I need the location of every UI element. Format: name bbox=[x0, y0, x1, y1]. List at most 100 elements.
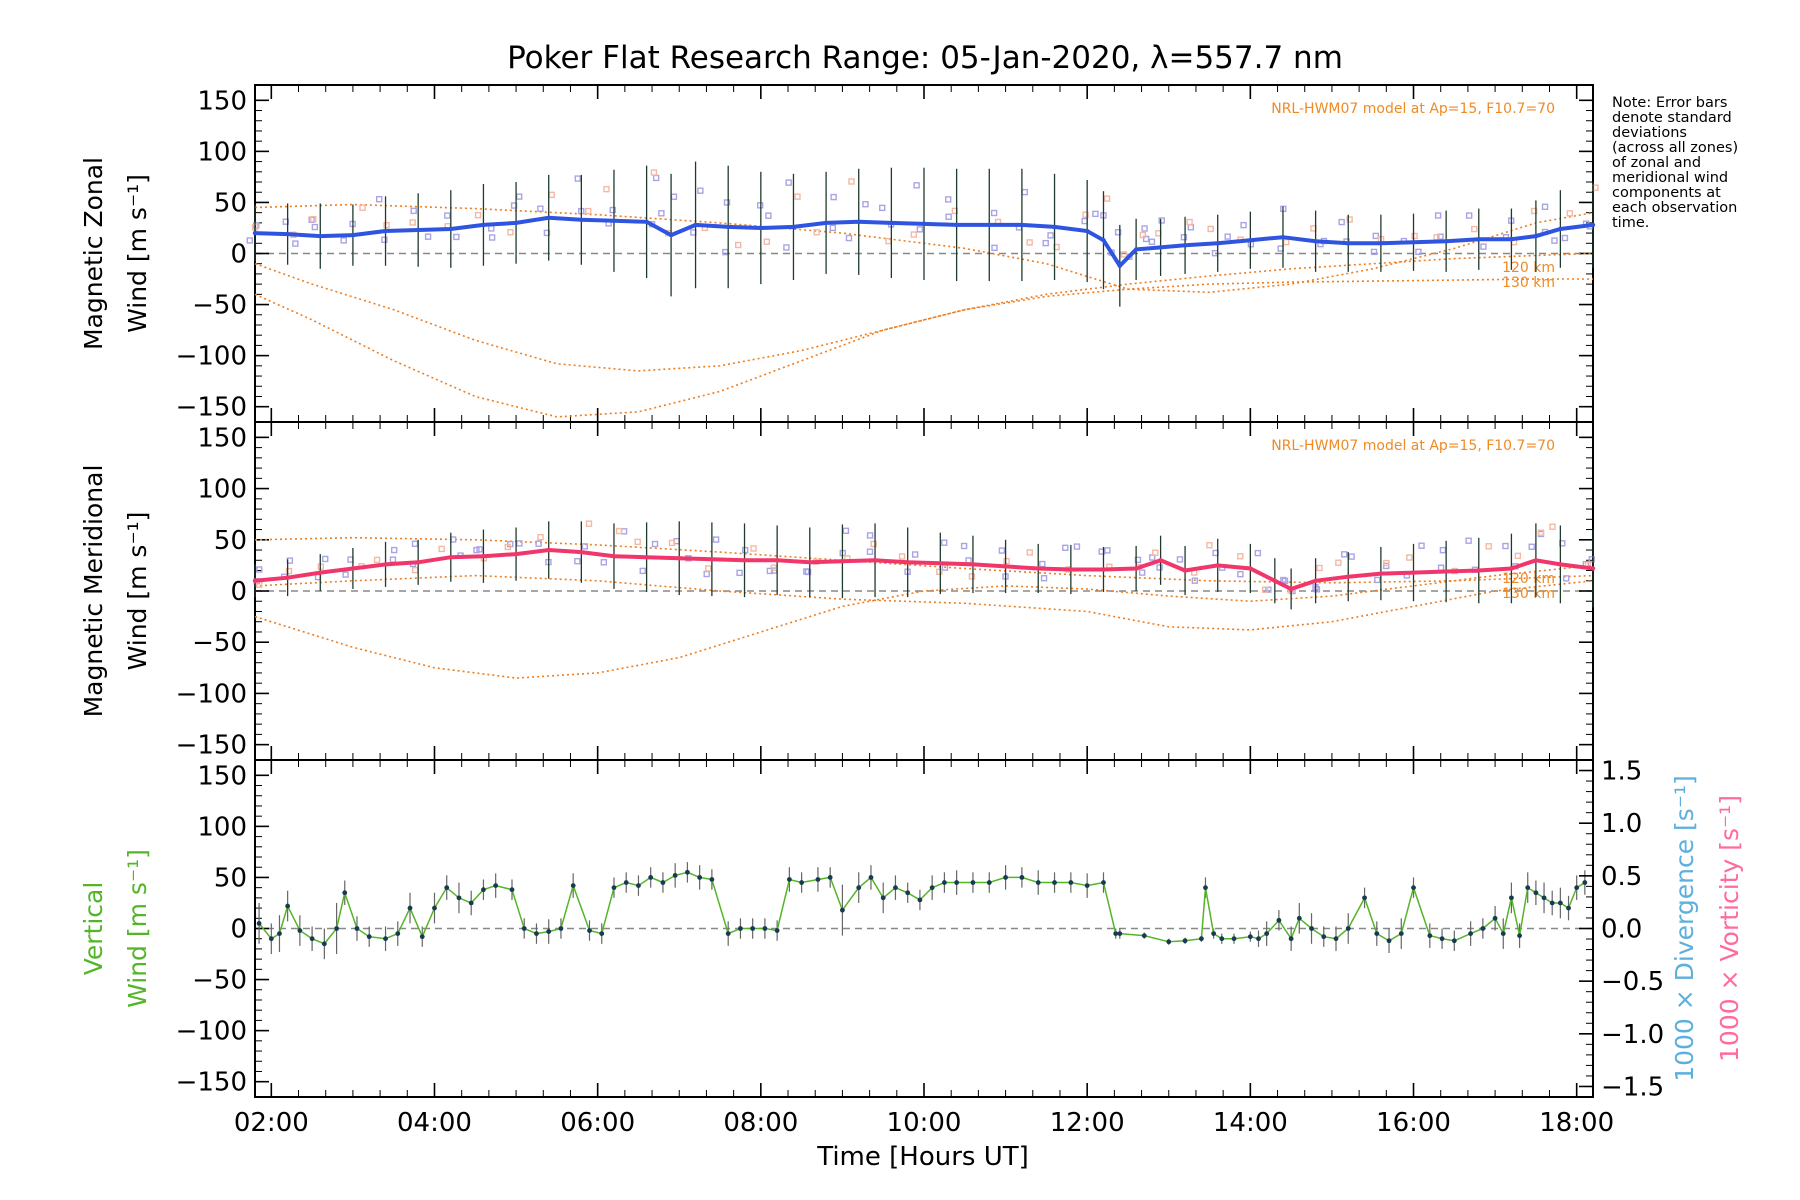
zone-marker bbox=[342, 571, 349, 578]
zone-marker bbox=[246, 237, 253, 244]
zone-marker bbox=[652, 174, 660, 182]
data-point bbox=[481, 553, 486, 559]
data-point bbox=[1256, 936, 1261, 942]
data-point bbox=[546, 547, 551, 553]
zone-marker bbox=[1551, 237, 1558, 244]
data-point bbox=[644, 219, 649, 225]
data-point bbox=[1525, 885, 1531, 891]
data-point bbox=[987, 222, 992, 228]
zone-marker bbox=[879, 204, 886, 212]
zone-marker bbox=[794, 193, 801, 200]
zone-marker bbox=[1561, 234, 1569, 242]
data-point bbox=[1333, 936, 1339, 942]
zone-marker bbox=[1240, 221, 1247, 229]
data-point bbox=[660, 880, 666, 885]
data-point bbox=[1558, 226, 1563, 232]
vorticity-axis-label: 1000 × Vorticity [s⁻¹] bbox=[1715, 795, 1744, 1062]
data-point bbox=[815, 877, 821, 882]
zone-marker bbox=[1003, 557, 1010, 565]
zone-marker bbox=[705, 565, 712, 572]
zone-marker bbox=[310, 215, 317, 223]
data-point bbox=[762, 926, 768, 931]
zone-marker bbox=[1073, 543, 1081, 550]
data-point bbox=[1411, 570, 1416, 575]
zone-marker bbox=[1047, 232, 1054, 239]
data-point bbox=[1492, 915, 1498, 921]
data-point bbox=[383, 228, 388, 234]
zone-marker bbox=[1152, 549, 1159, 556]
zone-marker bbox=[1530, 207, 1538, 215]
zone-marker bbox=[574, 557, 581, 565]
data-point bbox=[1557, 900, 1563, 906]
zone-marker bbox=[585, 207, 592, 215]
data-point bbox=[1133, 247, 1139, 252]
zone-marker bbox=[1156, 564, 1163, 571]
data-point bbox=[354, 926, 360, 931]
zone-marker bbox=[600, 559, 608, 566]
y-axis-label-line1: Magnetic Meridional bbox=[79, 465, 108, 718]
zone-marker bbox=[968, 573, 976, 580]
data-point bbox=[599, 931, 605, 937]
zone-marker bbox=[991, 244, 998, 252]
data-point bbox=[799, 880, 805, 885]
data-point bbox=[285, 231, 290, 237]
zone-marker bbox=[1141, 225, 1148, 232]
data-point bbox=[1313, 239, 1318, 244]
data-point bbox=[1264, 931, 1270, 937]
data-point bbox=[1411, 240, 1416, 245]
zone-marker bbox=[1026, 239, 1033, 246]
data-point bbox=[672, 872, 678, 878]
zone-marker bbox=[765, 212, 772, 219]
zone-marker bbox=[1254, 549, 1262, 557]
zone-marker bbox=[1374, 576, 1381, 584]
data-point bbox=[1248, 238, 1253, 243]
data-point bbox=[986, 880, 992, 885]
zone-marker bbox=[1563, 575, 1570, 582]
zone-marker bbox=[910, 231, 918, 238]
data-point bbox=[285, 903, 291, 909]
zone-marker bbox=[829, 224, 837, 232]
data-point bbox=[1019, 222, 1025, 228]
data-point bbox=[1288, 936, 1294, 942]
data-point bbox=[1309, 926, 1314, 931]
data-point bbox=[1068, 880, 1074, 885]
zone-marker bbox=[410, 207, 417, 215]
data-point bbox=[677, 556, 682, 561]
note-line: (across all zones) bbox=[1612, 140, 1738, 156]
data-point bbox=[970, 880, 976, 885]
data-point bbox=[1215, 563, 1220, 568]
model-height-label: 120 km bbox=[1502, 571, 1555, 587]
zone-marker bbox=[516, 540, 523, 547]
zone-marker bbox=[1207, 225, 1214, 233]
zone-marker bbox=[389, 556, 397, 563]
zone-marker bbox=[658, 210, 665, 217]
zone-marker bbox=[1062, 544, 1069, 551]
zone-marker bbox=[1439, 546, 1447, 554]
data-point bbox=[1574, 885, 1580, 891]
data-point bbox=[297, 928, 303, 933]
zone-marker bbox=[1281, 577, 1289, 585]
data-point bbox=[1590, 222, 1596, 228]
zone-marker bbox=[1139, 231, 1147, 239]
data-point bbox=[579, 217, 584, 222]
zone-marker bbox=[770, 564, 777, 571]
y2-tick-label: −0.5 bbox=[1601, 967, 1664, 997]
x-tick-label: 02:00 bbox=[234, 1108, 309, 1138]
data-point bbox=[1288, 586, 1294, 592]
zone-marker bbox=[535, 540, 542, 547]
y-tick-label: −50 bbox=[192, 628, 247, 658]
zone-marker bbox=[1098, 548, 1105, 555]
data-point bbox=[1451, 938, 1457, 944]
data-point bbox=[1590, 566, 1596, 571]
data-point bbox=[774, 558, 780, 563]
zone-marker bbox=[1437, 564, 1445, 571]
note-line: Note: Error bars bbox=[1612, 95, 1727, 111]
zonal-panel: 150 100 50 0 −50 −100 −150 Magnetic Zonal Wind [… bbox=[79, 84, 1599, 423]
data-point bbox=[1036, 566, 1041, 571]
zone-marker bbox=[609, 206, 616, 214]
zone-marker bbox=[750, 545, 757, 552]
data-point bbox=[1378, 241, 1384, 246]
data-point bbox=[1346, 574, 1351, 579]
data-point bbox=[509, 887, 515, 893]
